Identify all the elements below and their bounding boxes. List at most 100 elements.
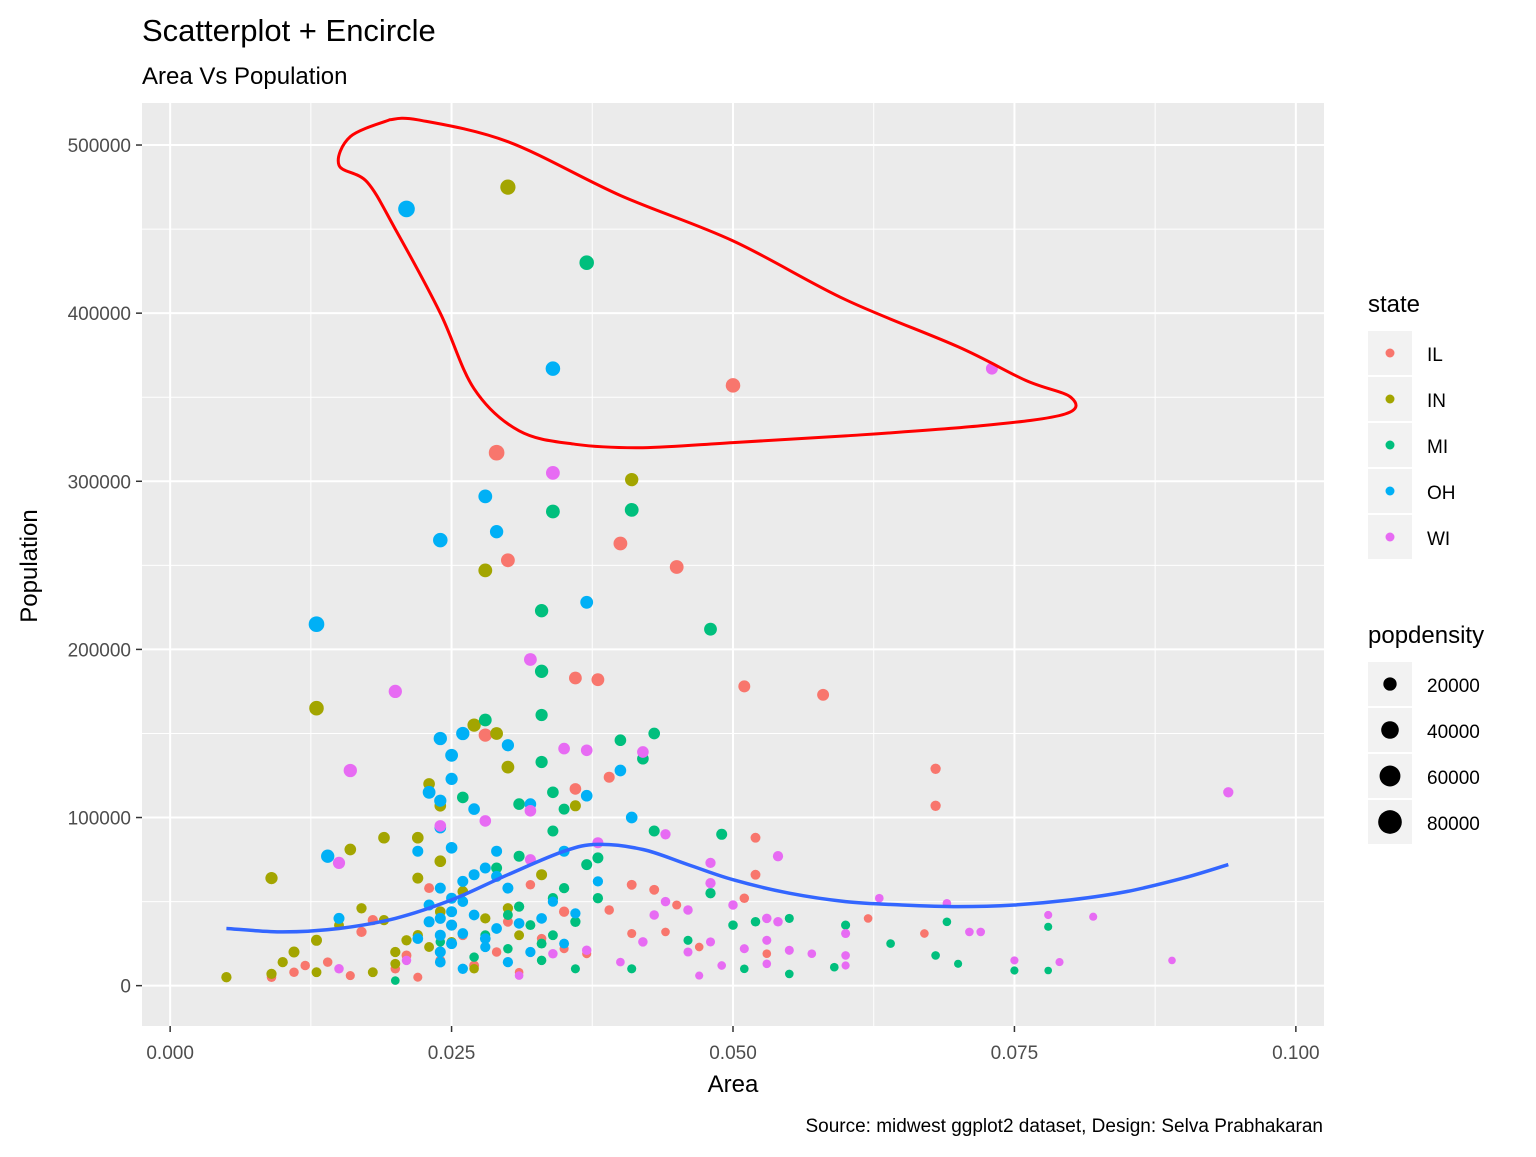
data-point-oh xyxy=(592,876,604,887)
data-point-wi xyxy=(514,971,524,980)
data-point-wi xyxy=(637,746,649,758)
data-point-oh xyxy=(445,748,458,762)
data-point-mi xyxy=(750,917,761,927)
data-point-il xyxy=(300,960,310,971)
smooth-trend-line xyxy=(226,842,1229,934)
data-point-il xyxy=(672,900,682,910)
y-axis-ticks: 0 100000 200000 300000 400000 500000 xyxy=(68,136,142,998)
data-point-wi xyxy=(548,948,558,959)
data-point-oh xyxy=(478,489,493,504)
data-point-mi xyxy=(592,893,604,904)
legend-size-point xyxy=(1379,765,1401,787)
data-point-oh xyxy=(468,869,480,881)
data-point-il xyxy=(322,957,333,967)
data-point-wi xyxy=(545,465,560,480)
data-point-wi xyxy=(660,896,671,907)
data-point-oh xyxy=(333,912,345,924)
legend-key-oh xyxy=(1385,486,1395,496)
data-point-mi xyxy=(570,916,581,927)
data-point-oh xyxy=(456,726,470,741)
data-point-il xyxy=(930,800,941,811)
x-tick-label: 0.050 xyxy=(709,1043,757,1064)
data-point-mi xyxy=(627,964,637,974)
data-point-mi xyxy=(716,828,728,840)
data-point-mi xyxy=(547,825,559,837)
data-point-mi xyxy=(624,502,639,517)
legend-key-in xyxy=(1385,394,1395,404)
data-point-mi xyxy=(558,803,570,815)
legend-size-point xyxy=(1381,721,1399,739)
data-point-mi xyxy=(829,962,839,972)
x-axis-title: Area xyxy=(708,1071,759,1098)
data-point-il xyxy=(750,869,761,880)
data-point-il xyxy=(491,947,502,957)
data-point-il xyxy=(613,536,628,551)
data-point-mi xyxy=(784,913,794,923)
x-tick-label: 0.075 xyxy=(991,1043,1039,1064)
data-point-oh xyxy=(468,803,480,815)
data-point-mi xyxy=(558,882,570,894)
data-point-il xyxy=(569,671,582,685)
data-point-oh xyxy=(446,919,458,931)
encircle-outline xyxy=(336,116,1078,450)
data-point-wi xyxy=(807,949,817,959)
chart-subtitle: Area Vs Population xyxy=(142,63,347,90)
data-point-mi xyxy=(931,951,940,960)
data-point-wi xyxy=(762,935,772,945)
data-point-wi xyxy=(1044,910,1053,920)
data-point-mi xyxy=(581,859,593,871)
data-point-wi xyxy=(772,851,784,862)
data-point-wi xyxy=(717,961,727,970)
data-point-il xyxy=(604,905,614,915)
data-point-mi xyxy=(592,852,604,864)
data-point-mi xyxy=(570,964,580,974)
data-point-mi xyxy=(547,786,559,799)
data-point-il xyxy=(356,926,367,938)
data-point-il xyxy=(738,680,751,693)
data-point-oh xyxy=(423,916,435,928)
data-point-wi xyxy=(773,917,783,927)
data-point-in xyxy=(309,700,324,716)
data-point-mi xyxy=(648,727,661,740)
data-point-wi xyxy=(558,742,570,755)
data-point-il xyxy=(863,914,873,923)
data-point-mi xyxy=(536,955,547,966)
data-point-oh xyxy=(412,933,424,944)
data-point-mi xyxy=(942,917,952,927)
data-point-oh xyxy=(434,929,446,941)
data-point-il xyxy=(739,893,750,903)
data-point-wi xyxy=(581,945,592,956)
data-point-wi xyxy=(1010,956,1019,965)
data-point-wi xyxy=(728,900,738,910)
y-axis-title: Population xyxy=(16,509,43,622)
y-tick-label: 500000 xyxy=(68,136,131,157)
data-point-wi xyxy=(705,857,716,869)
data-point-in xyxy=(356,903,367,914)
data-point-oh xyxy=(480,941,491,953)
data-point-in xyxy=(467,718,481,732)
data-point-wi xyxy=(683,905,693,915)
data-point-oh xyxy=(547,896,559,907)
legend-size-point xyxy=(1383,677,1397,691)
data-point-oh xyxy=(580,789,593,802)
data-point-wi xyxy=(841,961,850,970)
data-point-oh xyxy=(446,938,458,950)
data-point-wi xyxy=(524,653,537,666)
data-point-mi xyxy=(536,938,547,949)
data-point-wi xyxy=(401,955,412,966)
data-point-wi xyxy=(874,893,884,903)
data-point-oh xyxy=(625,811,638,824)
legend-key-mi xyxy=(1385,440,1395,450)
data-point-wi xyxy=(705,937,716,947)
data-point-in xyxy=(480,913,491,924)
data-point-in xyxy=(501,760,515,774)
legend-size-point xyxy=(1378,810,1402,834)
data-point-in xyxy=(277,956,288,968)
data-point-oh xyxy=(434,946,446,958)
data-point-in xyxy=(367,967,378,978)
data-point-oh xyxy=(434,794,447,807)
data-point-wi xyxy=(660,829,671,840)
data-point-mi xyxy=(535,708,548,722)
data-point-mi xyxy=(502,910,513,920)
data-point-mi xyxy=(841,920,851,930)
